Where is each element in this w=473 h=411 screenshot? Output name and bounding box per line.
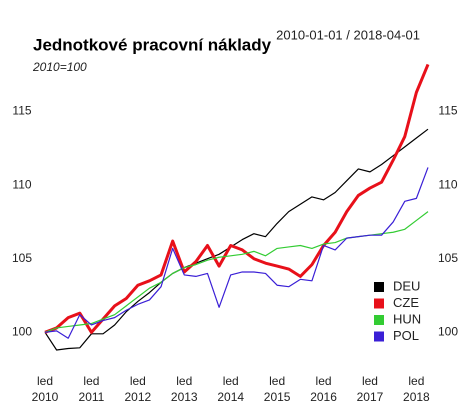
y2-tick-label: 100 [438, 325, 458, 339]
chart-subtitle: 2010=100 [32, 60, 87, 74]
chart-title: Jednotkové pracovní náklady [33, 35, 272, 54]
date-range: 2010-01-01 / 2018-04-01 [276, 27, 420, 42]
x-tick-label: led 2014 [217, 374, 244, 404]
y-tick-label: 105 [12, 251, 32, 265]
legend-label: HUN [393, 311, 421, 326]
y-tick-label: 110 [12, 177, 31, 191]
y2-tick-label: 110 [438, 177, 457, 191]
y2-tick-label: 115 [438, 104, 457, 118]
x-tick-label: led 2012 [124, 374, 151, 404]
series-line [44, 63, 430, 334]
x-tick-label: led 2017 [357, 374, 384, 404]
legend-label: POL [393, 328, 419, 343]
legend-label: CZE [393, 295, 419, 310]
series-line [44, 167, 429, 339]
legend-label: DEU [393, 278, 420, 293]
x-tick-label: led 2011 [79, 374, 105, 404]
x-tick-label: led 2018 [403, 374, 430, 404]
y-tick-label: 115 [12, 104, 31, 118]
legend-swatch [374, 315, 384, 325]
legend-swatch [374, 331, 384, 342]
x-tick-label: led 2013 [171, 374, 198, 404]
legend-swatch [374, 282, 384, 292]
series-line [44, 211, 429, 333]
x-tick-label: led 2016 [310, 374, 337, 404]
y-tick-label: 100 [12, 325, 32, 339]
y2-tick-label: 105 [438, 251, 458, 265]
legend-swatch [374, 298, 384, 309]
x-tick-label: led 2015 [264, 374, 291, 404]
series-line [44, 128, 429, 351]
x-tick-label: led 2010 [32, 374, 59, 404]
